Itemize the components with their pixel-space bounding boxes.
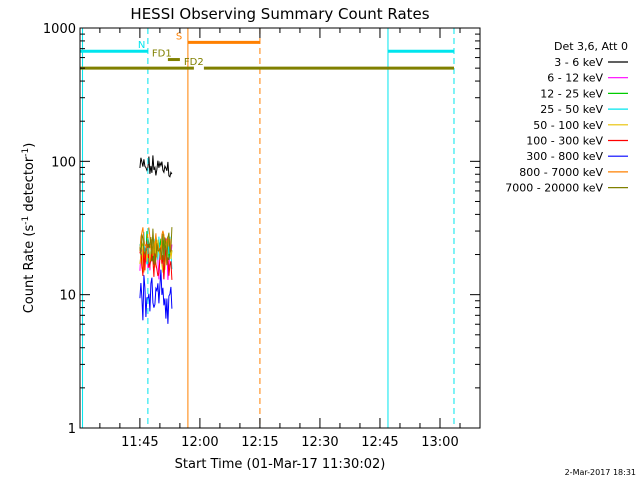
flag-label-3: FD2	[184, 57, 204, 68]
legend-header: Det 3,6, Att 0	[554, 40, 628, 53]
timestamp-footer: 2-Mar-2017 18:31	[565, 468, 636, 477]
series-line-7	[139, 227, 173, 260]
series-line-8	[139, 227, 173, 265]
flag-label-1: S	[176, 31, 182, 42]
legend-label-3: 25 - 50 keV	[540, 103, 603, 116]
series-group	[139, 155, 173, 324]
y-tick-label: 1	[68, 422, 76, 437]
flag-label-2: FD1	[152, 49, 172, 60]
y-tick-label: 10	[59, 289, 76, 304]
x-axis-label: Start Time (01-Mar-17 11:30:02)	[175, 457, 386, 472]
y-tick-label: 1000	[43, 22, 76, 37]
flag-bars-group: N S FD1 FD2	[80, 31, 454, 70]
legend-label-8: 7000 - 20000 keV	[505, 182, 603, 195]
y-axis-label-sup: -1	[21, 148, 31, 157]
y-tick-label: 100	[51, 155, 76, 170]
x-tick-label: 11:45	[121, 435, 158, 450]
flag-label-0: N	[138, 40, 145, 51]
x-tick-label: 12:45	[361, 435, 398, 450]
y-axis-label-part: detector	[22, 156, 37, 216]
legend-label-5: 100 - 300 keV	[526, 135, 603, 148]
y-axis-label-sup: -1	[21, 216, 31, 225]
x-tick-label: 12:00	[181, 435, 218, 450]
legend-label-7: 800 - 7000 keV	[519, 166, 603, 179]
y-axis-label-part: )	[22, 143, 37, 148]
legend-label-1: 6 - 12 keV	[547, 72, 603, 85]
chart-title: HESSI Observing Summary Count Rates	[130, 5, 429, 23]
x-tick-label: 12:30	[301, 435, 338, 450]
series-line-6	[139, 269, 173, 324]
series-line-0	[139, 155, 173, 178]
y-axis-label: Count Rate (s-1 detector-1)	[21, 143, 37, 314]
legend-label-6: 300 - 800 keV	[526, 150, 603, 163]
legend-label-2: 12 - 25 keV	[540, 87, 603, 100]
legend-label-4: 50 - 100 keV	[533, 119, 603, 132]
x-tick-label: 13:00	[421, 435, 458, 450]
axes-group: 1 10 100 1000 11:45 12:00 12:15 12:30 12:45 13:00	[43, 22, 481, 450]
y-axis-label-part: Count Rate (s	[22, 225, 37, 314]
legend-label-0: 3 - 6 keV	[554, 56, 603, 69]
legend: Det 3,6, Att 0 3 - 6 keV 6 - 12 keV 12 - 25…	[505, 40, 628, 195]
vertical-lines-group	[82, 28, 455, 428]
x-tick-label: 12:15	[241, 435, 278, 450]
